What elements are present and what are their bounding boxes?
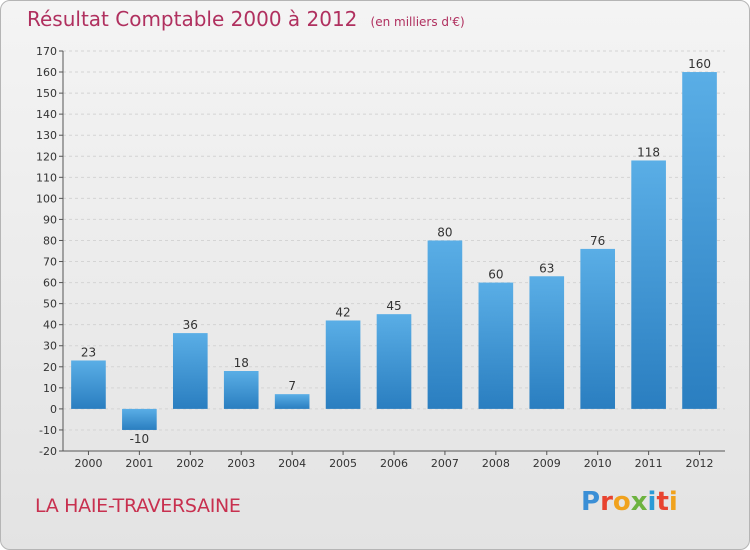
bar xyxy=(478,282,514,409)
y-tick-label: 140 xyxy=(36,108,57,121)
bar xyxy=(631,160,666,409)
bar-chart: -20 -10 0 10 20 30 40 50 60 70 80 90 100 110 120 130 140… xyxy=(36,45,725,470)
y-tick-label: 30 xyxy=(43,340,57,353)
brand-logo: Proxiti xyxy=(581,487,678,517)
data-label: 18 xyxy=(234,356,249,370)
x-tick-label: 2004 xyxy=(278,457,306,470)
bar xyxy=(223,371,259,409)
x-tick-label: 2011 xyxy=(635,457,663,470)
place-name: LA HAIE-TRAVERSAINE xyxy=(35,495,241,517)
data-label: 160 xyxy=(688,57,711,71)
bar xyxy=(71,360,106,409)
data-label: 118 xyxy=(637,145,660,159)
y-tick-label: 40 xyxy=(43,319,57,332)
x-tick-label: 2008 xyxy=(482,457,510,470)
y-tick-label: -20 xyxy=(39,445,57,458)
y-tick-label: -10 xyxy=(39,424,57,437)
chart-title: Résultat Comptable 2000 à 2012 xyxy=(27,7,358,31)
x-tick-label: 2012 xyxy=(686,457,714,470)
y-tick-label: 100 xyxy=(36,192,57,205)
data-label: 7 xyxy=(288,379,296,393)
y-tick-label: 160 xyxy=(36,66,57,79)
y-tick-label: 50 xyxy=(43,298,57,311)
bar xyxy=(427,240,463,409)
bar xyxy=(274,394,310,409)
y-tick-label: 130 xyxy=(36,129,57,142)
data-label: 76 xyxy=(590,234,605,248)
data-label: 60 xyxy=(488,268,503,282)
data-label: 36 xyxy=(183,318,198,332)
bar xyxy=(682,72,717,409)
x-tick-label: 2006 xyxy=(380,457,408,470)
data-label: 80 xyxy=(437,225,452,239)
data-label: 23 xyxy=(81,345,96,359)
y-tick-label: 60 xyxy=(43,277,57,290)
y-tick-label: 120 xyxy=(36,150,57,163)
data-label: -10 xyxy=(130,432,150,446)
bar xyxy=(529,276,565,409)
x-tick-label: 2003 xyxy=(227,457,255,470)
data-label: 45 xyxy=(386,299,401,313)
y-tick-label: 10 xyxy=(43,382,57,395)
x-tick-label: 2007 xyxy=(431,457,459,470)
bar xyxy=(325,320,361,409)
x-tick-label: 2001 xyxy=(125,457,153,470)
data-label: 42 xyxy=(335,305,350,319)
chart-subtitle: (en milliers d'€) xyxy=(370,15,465,29)
y-tick-label: 90 xyxy=(43,213,57,226)
bar xyxy=(122,408,157,430)
x-tick-label: 2010 xyxy=(584,457,612,470)
y-tick-label: 70 xyxy=(43,256,57,269)
y-tick-label: 0 xyxy=(50,403,57,416)
bar xyxy=(172,333,208,409)
x-tick-label: 2005 xyxy=(329,457,357,470)
y-tick-label: 170 xyxy=(36,45,57,58)
bar xyxy=(376,314,412,409)
x-tick-label: 2002 xyxy=(176,457,204,470)
x-tick-label: 2000 xyxy=(74,457,102,470)
y-tick-label: 110 xyxy=(36,171,57,184)
y-tick-label: 20 xyxy=(43,361,57,374)
chart-title-block: Résultat Comptable 2000 à 2012 (en milli… xyxy=(27,7,465,31)
y-tick-label: 80 xyxy=(43,234,57,247)
y-tick-label: 150 xyxy=(36,87,57,100)
bar xyxy=(580,248,616,409)
x-tick-label: 2009 xyxy=(533,457,561,470)
data-label: 63 xyxy=(539,261,554,275)
